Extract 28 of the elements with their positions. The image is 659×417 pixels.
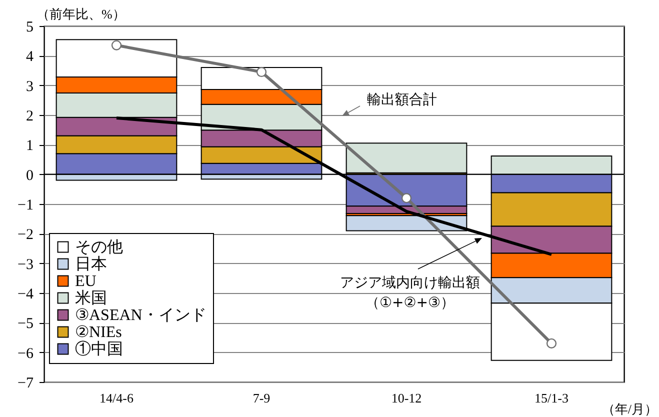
x-axis-title: （年/月） [602, 402, 658, 416]
y-tick-label: −6 [18, 346, 34, 362]
y-tick-label: 5 [26, 20, 34, 36]
x-tick-label: 10-12 [391, 390, 422, 406]
y-tick-label: −4 [18, 286, 34, 302]
legend-label: 輸出額合計 [367, 92, 437, 108]
y-tick-label: 4 [26, 49, 34, 66]
y-axis-title: （前年比、%） [36, 6, 126, 22]
y-tick-label: 3 [26, 78, 34, 95]
x-tick-label: 15/1-3 [534, 390, 568, 406]
y-tick-label: 0 [26, 168, 34, 184]
legend-label: 日本 [75, 255, 107, 273]
x-tick-label: 7-9 [252, 390, 270, 406]
x-tick-label: 14/4-6 [100, 390, 134, 406]
y-tick-label: −7 [18, 376, 34, 392]
y-tick-label: 1 [26, 138, 34, 154]
y-tick-label: 2 [26, 108, 34, 124]
legend-label: ③ASEAN・インド [75, 307, 206, 324]
legend-label: その他 [75, 239, 123, 256]
y-tick-label: −1 [18, 198, 34, 214]
legend-label: ②NIEs [75, 324, 122, 341]
y-tick-label: −2 [18, 227, 34, 244]
text: アジア域内向け輸出額（①+②+③） [340, 275, 480, 311]
legend-label: 米国 [75, 289, 107, 307]
y-tick-label: −5 [18, 316, 34, 332]
y-tick-label: −3 [18, 256, 34, 273]
legend-label: ①中国 [75, 340, 123, 358]
legend-label: EU [75, 273, 97, 290]
